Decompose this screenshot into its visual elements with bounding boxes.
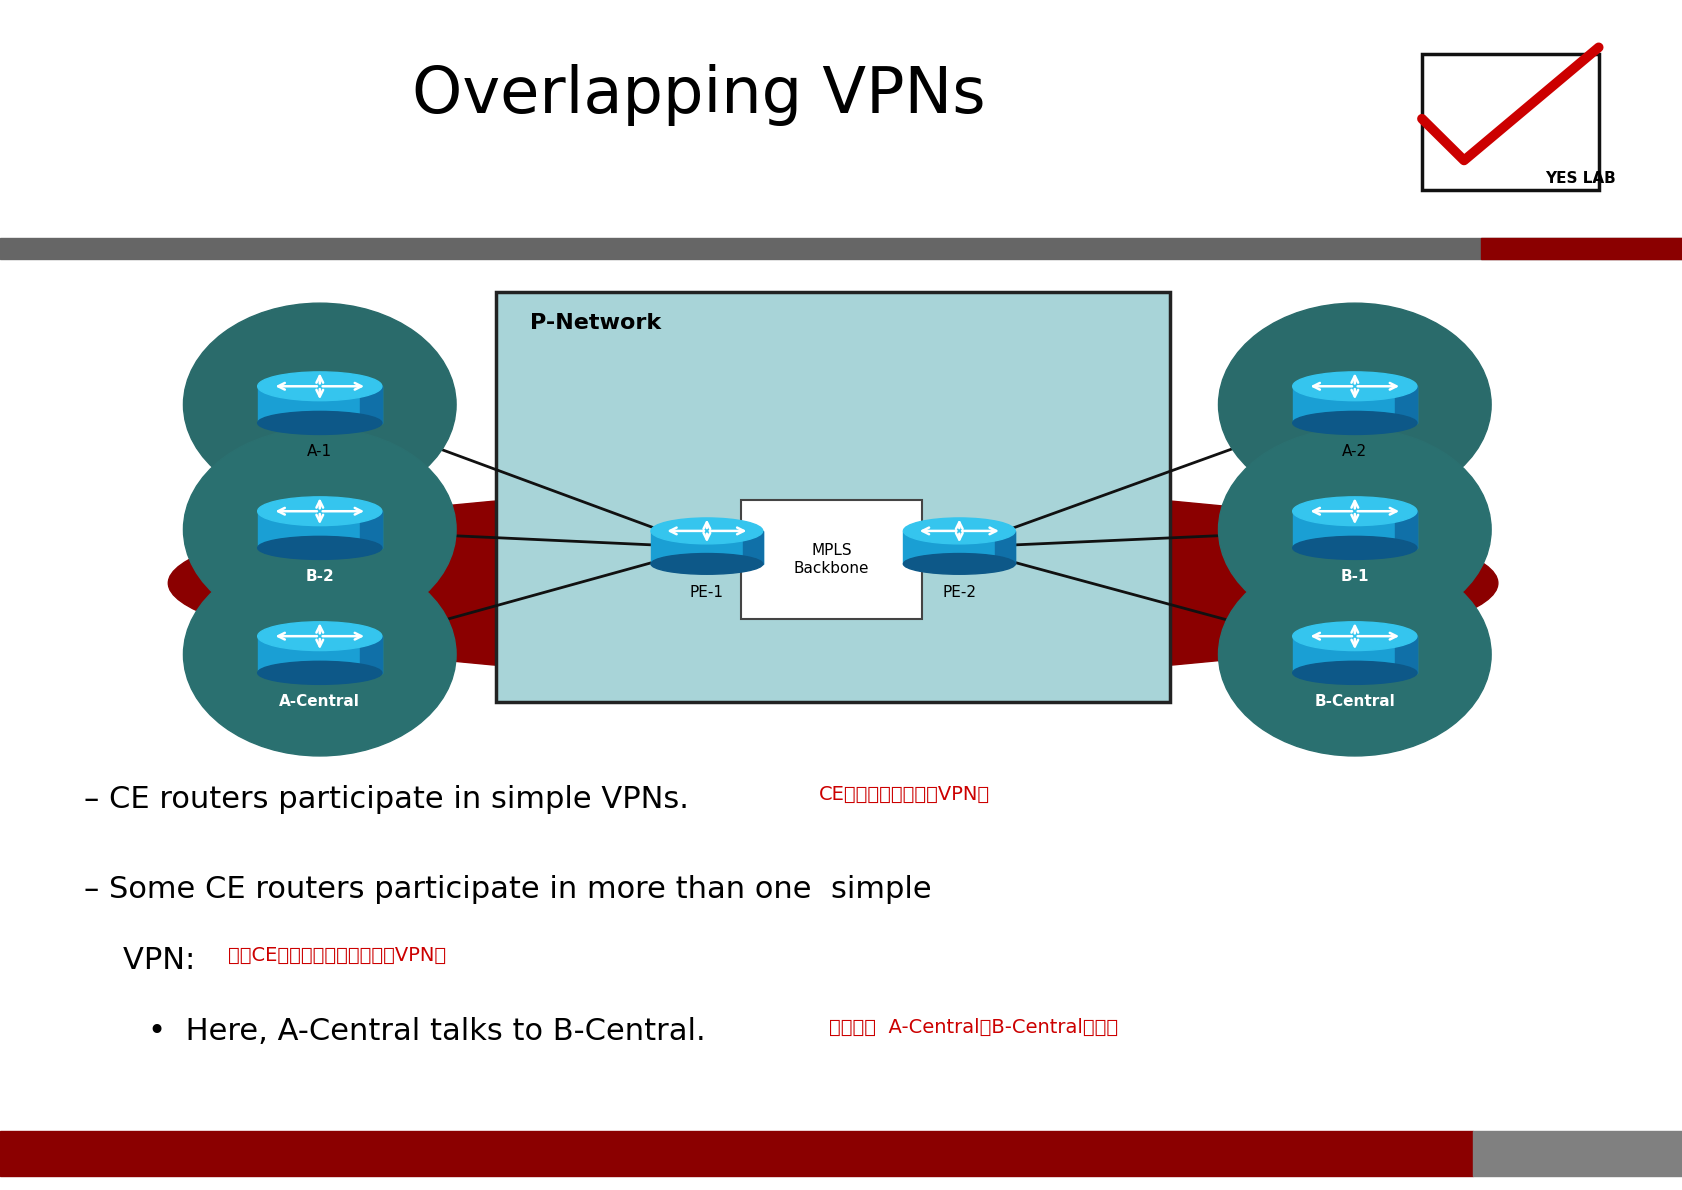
Text: 在这里，  A-Central与B-Central谈话。: 在这里， A-Central与B-Central谈话。 bbox=[829, 1017, 1117, 1036]
Ellipse shape bbox=[1218, 553, 1490, 756]
Text: Overlapping VPNs: Overlapping VPNs bbox=[412, 64, 984, 126]
Bar bbox=[1292, 637, 1416, 672]
Bar bbox=[1480, 238, 1682, 259]
Bar bbox=[257, 387, 382, 422]
Ellipse shape bbox=[1292, 371, 1416, 401]
Text: VPN:: VPN: bbox=[84, 946, 195, 975]
Ellipse shape bbox=[257, 537, 382, 559]
Ellipse shape bbox=[651, 518, 762, 544]
Text: A-2: A-2 bbox=[1342, 444, 1366, 459]
Ellipse shape bbox=[183, 553, 456, 756]
Ellipse shape bbox=[257, 371, 382, 401]
Text: A-Central: A-Central bbox=[279, 694, 360, 709]
Text: PE-1: PE-1 bbox=[690, 585, 723, 600]
Bar bbox=[360, 512, 382, 547]
Ellipse shape bbox=[1292, 537, 1416, 559]
Text: – CE routers participate in simple VPNs.: – CE routers participate in simple VPNs. bbox=[84, 785, 698, 814]
Text: B-1: B-1 bbox=[1341, 569, 1367, 584]
Text: MPLS
Backbone: MPLS Backbone bbox=[794, 543, 868, 576]
Ellipse shape bbox=[183, 303, 456, 506]
Ellipse shape bbox=[1292, 622, 1416, 651]
Bar bbox=[1292, 512, 1416, 547]
Bar bbox=[1394, 512, 1416, 547]
Bar bbox=[742, 531, 762, 564]
Ellipse shape bbox=[1292, 412, 1416, 434]
Ellipse shape bbox=[1292, 496, 1416, 526]
Text: YES LAB: YES LAB bbox=[1544, 171, 1615, 186]
Bar bbox=[257, 637, 382, 672]
Bar bbox=[651, 531, 762, 564]
Ellipse shape bbox=[257, 412, 382, 434]
Bar bbox=[903, 531, 1014, 564]
Text: 一些CE路由器参与多个简单的VPN：: 一些CE路由器参与多个简单的VPN： bbox=[227, 946, 446, 965]
Text: •  Here, A-Central talks to B-Central.: • Here, A-Central talks to B-Central. bbox=[148, 1017, 705, 1046]
Text: B-Central: B-Central bbox=[1314, 694, 1394, 709]
FancyBboxPatch shape bbox=[740, 500, 922, 619]
FancyBboxPatch shape bbox=[1421, 54, 1598, 190]
Bar bbox=[1292, 387, 1416, 422]
Ellipse shape bbox=[651, 553, 762, 575]
Ellipse shape bbox=[257, 662, 382, 684]
Bar bbox=[360, 387, 382, 422]
Bar bbox=[0, 1130, 1472, 1176]
Ellipse shape bbox=[1218, 303, 1490, 506]
Text: A-1: A-1 bbox=[308, 444, 331, 459]
Bar bbox=[1472, 1130, 1682, 1176]
Text: – Some CE routers participate in more than one  simple: – Some CE routers participate in more th… bbox=[84, 875, 932, 903]
Ellipse shape bbox=[1292, 662, 1416, 684]
Bar bbox=[1394, 387, 1416, 422]
Ellipse shape bbox=[257, 622, 382, 651]
Ellipse shape bbox=[903, 553, 1014, 575]
Bar bbox=[0, 238, 1682, 259]
Bar bbox=[994, 531, 1014, 564]
Bar bbox=[257, 512, 382, 547]
Ellipse shape bbox=[903, 518, 1014, 544]
Ellipse shape bbox=[183, 428, 456, 631]
Text: CE路由器参与简单的VPN。: CE路由器参与简单的VPN。 bbox=[819, 785, 989, 804]
Bar bbox=[360, 637, 382, 672]
Text: B-2: B-2 bbox=[304, 569, 335, 584]
Text: PE-2: PE-2 bbox=[942, 585, 976, 600]
Ellipse shape bbox=[1218, 428, 1490, 631]
Ellipse shape bbox=[257, 496, 382, 526]
Ellipse shape bbox=[168, 488, 1497, 678]
Bar bbox=[1394, 637, 1416, 672]
Text: P-Network: P-Network bbox=[530, 313, 661, 333]
FancyBboxPatch shape bbox=[496, 292, 1169, 702]
